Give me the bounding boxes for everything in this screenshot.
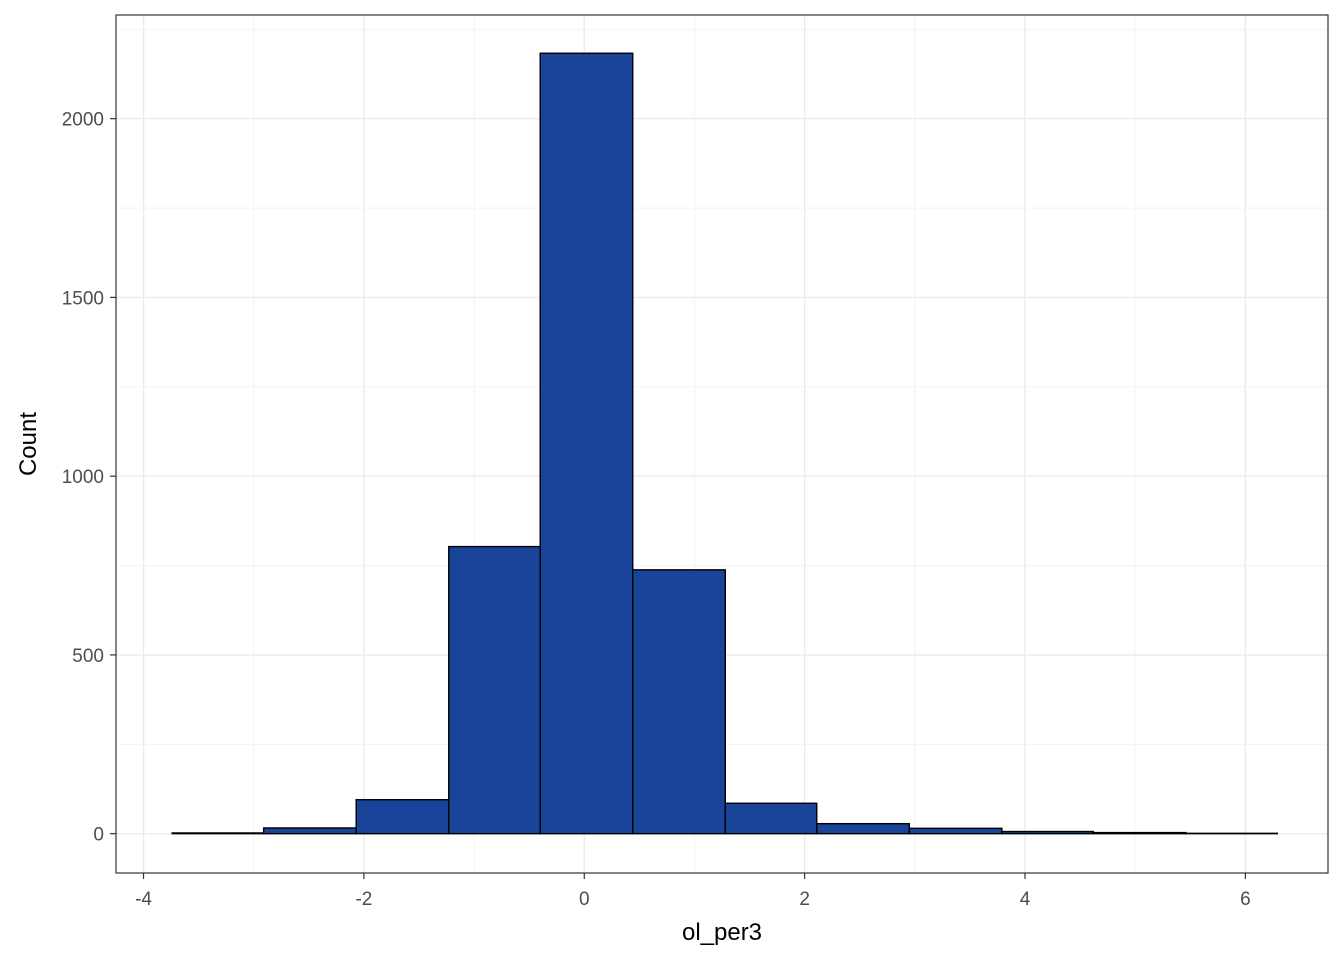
x-tick-label: -4 (135, 889, 152, 910)
y-tick-label: 500 (72, 646, 104, 667)
x-tick-label: 0 (579, 889, 590, 910)
x-tick-label: 4 (1020, 889, 1031, 910)
axes: -4 -2 0 2 4 6 0 500 1000 1500 2000 (62, 110, 1251, 910)
histogram-bar (724, 802, 818, 835)
x-tick-label: -2 (355, 889, 372, 910)
y-tick-label: 1500 (62, 288, 104, 309)
y-tick-label: 1000 (62, 467, 104, 488)
y-axis-title: Count (15, 412, 42, 476)
histogram-bar (262, 827, 357, 835)
histogram-bar (355, 799, 450, 835)
histogram-bars (171, 52, 1279, 835)
histogram-bar (171, 832, 265, 835)
histogram-bar (632, 569, 727, 835)
y-tick-label: 0 (93, 825, 104, 846)
histogram-bar (539, 52, 634, 835)
x-axis-title: ol_per3 (682, 919, 762, 946)
histogram-bar (1092, 831, 1187, 835)
histogram-bar (448, 545, 541, 835)
histogram-bar (816, 822, 911, 835)
histogram-bar (1001, 830, 1095, 835)
x-tick-label: 2 (799, 889, 810, 910)
x-tick-label: 6 (1240, 889, 1251, 910)
histogram-bar (908, 827, 1003, 835)
y-tick-label: 2000 (62, 110, 104, 131)
panel-border (115, 14, 1329, 874)
